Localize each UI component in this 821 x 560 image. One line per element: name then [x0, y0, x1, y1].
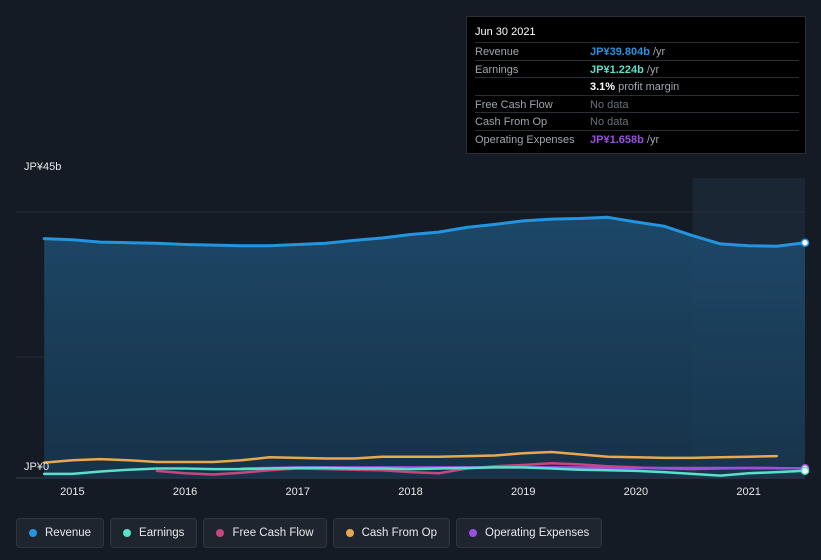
- revenue-area: [44, 217, 805, 479]
- tooltip-row-value: JP¥39.804b /yr: [590, 46, 666, 58]
- tooltip-date: Jun 30 2021: [475, 26, 536, 38]
- x-tick-label: 2018: [398, 486, 422, 498]
- tooltip-row-value: 3.1% profit margin: [590, 81, 680, 93]
- tooltip-row: Operating Expenses JP¥1.658b /yr: [475, 129, 799, 147]
- cash-from-op-line: [42, 450, 779, 464]
- x-tick-label: 2015: [60, 486, 84, 498]
- tooltip-row-value: JP¥1.224b /yr: [590, 63, 660, 76]
- tooltip-row-value: No data: [590, 98, 629, 111]
- x-tick-label: 2016: [173, 486, 197, 498]
- tooltip-panel: Jun 30 2021 Revenue JP¥39.804b /yr Earning…: [466, 16, 806, 154]
- y-axis-bottom-label: JP¥0: [24, 461, 49, 473]
- tooltip-row-value: No data: [590, 116, 629, 128]
- legend-label: Earnings: [139, 527, 185, 539]
- legend-dot-icon: [345, 529, 354, 537]
- legend-dot-icon: [29, 529, 37, 537]
- x-tick-label: 2017: [286, 486, 310, 498]
- tooltip-row-label: Free Cash Flow: [475, 98, 553, 111]
- tooltip-row: Earnings JP¥1.224b /yr: [475, 59, 799, 77]
- legend-item-revenue[interactable]: Revenue: [16, 518, 105, 548]
- earnings-marker: [800, 466, 810, 476]
- tooltip-row-label: Cash From Op: [475, 116, 548, 128]
- x-tick-label: 2020: [624, 486, 648, 498]
- legend-label: Free Cash Flow: [232, 527, 314, 539]
- legend-item-earnings[interactable]: Earnings: [110, 518, 198, 548]
- legend-item-free-cash-flow[interactable]: Free Cash Flow: [203, 518, 327, 548]
- tooltip-row: Cash From Op No data: [475, 112, 799, 129]
- tooltip-row-value: JP¥1.658b /yr: [590, 133, 660, 146]
- legend-item-operating-expenses[interactable]: Operating Expenses: [456, 518, 603, 548]
- tooltip-row: Free Cash Flow No data: [475, 94, 799, 112]
- legend-dot-icon: [123, 529, 132, 537]
- tooltip-row: 3.1% profit margin: [475, 77, 799, 94]
- legend-label: Cash From Op: [361, 527, 438, 539]
- legend-label: Operating Expenses: [485, 527, 590, 539]
- x-tick-label: 2019: [511, 486, 535, 498]
- revenue-marker: [800, 238, 810, 247]
- earnings-line: [42, 466, 807, 477]
- legend-item-cash-from-op[interactable]: Cash From Op: [332, 518, 451, 548]
- tooltip-row-label: Operating Expenses: [475, 133, 575, 146]
- legend: Revenue Earnings Free Cash Flow Cash From O…: [16, 518, 603, 550]
- legend-dot-icon: [216, 529, 225, 537]
- x-tick-label: 2021: [736, 486, 760, 498]
- legend-dot-icon: [469, 529, 478, 537]
- revenue-line: [42, 215, 807, 248]
- chart: JP¥45b JP¥0 2015 2016 2017 2018 2019 2020 2021: [16, 161, 810, 498]
- tooltip-row-label: Revenue: [475, 46, 520, 58]
- tooltip-row: Revenue JP¥39.804b /yr: [475, 42, 799, 59]
- tooltip-row-label: Earnings: [475, 63, 519, 76]
- legend-label: Revenue: [45, 527, 92, 539]
- y-axis-top-label: JP¥45b: [24, 161, 61, 173]
